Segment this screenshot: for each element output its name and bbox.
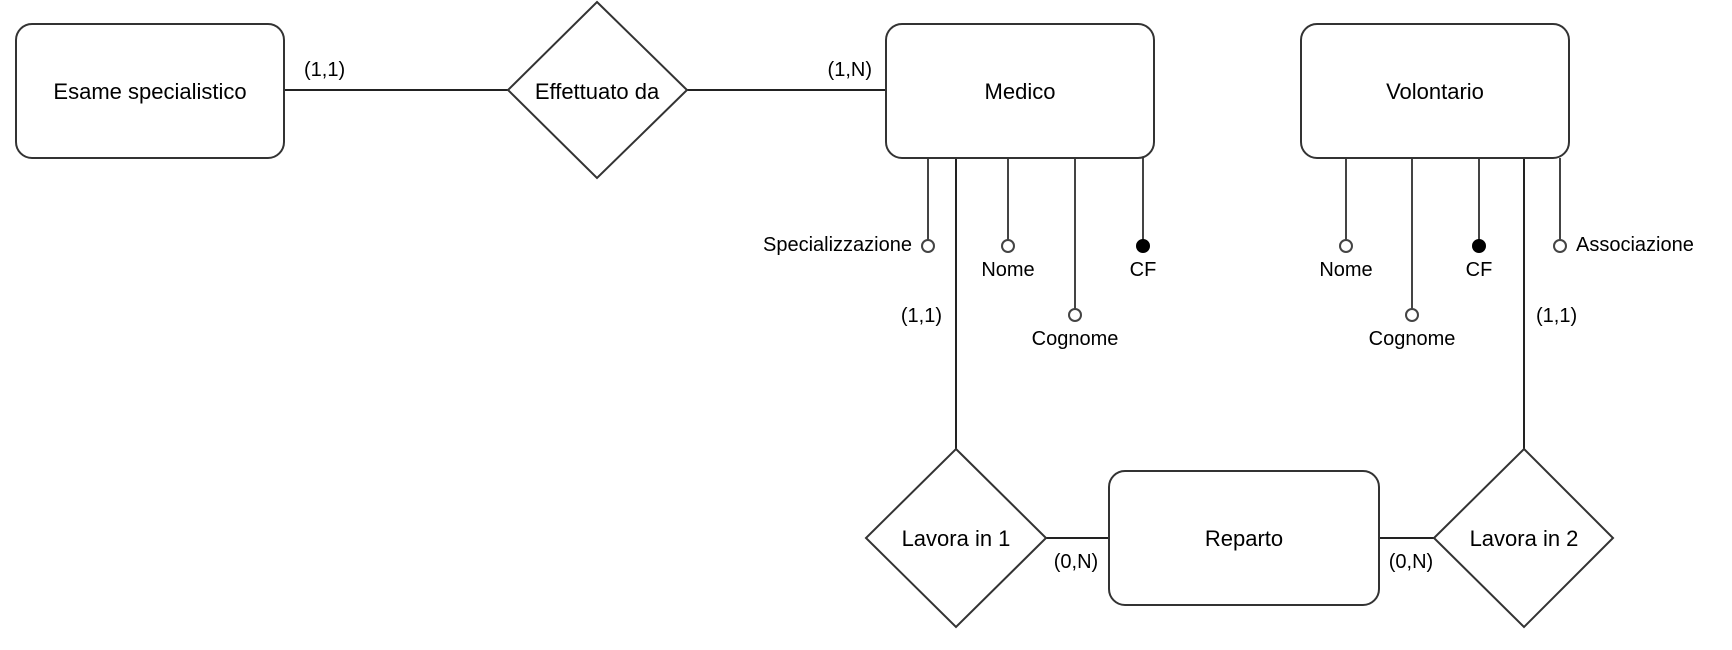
attr-marker-nome-medico [1001,239,1015,253]
relationship-label-effettuato: Effettuato da [535,79,660,104]
relationship-label-lavora2: Lavora in 2 [1470,526,1579,551]
attr-marker-specializzazione [921,239,935,253]
entity-label-volontario: Volontario [1386,79,1484,104]
relationship-label-lavora1: Lavora in 1 [902,526,1011,551]
key-marker-cf-medico [1136,239,1150,253]
attr-label-specializzazione: Specializzazione [763,234,912,256]
attr-marker-nome-volontario [1339,239,1353,253]
entity-label-medico: Medico [985,79,1056,104]
entity-reparto[interactable] [1108,470,1380,606]
cardinality-medico-effettuato: (1,N) [828,59,872,81]
cardinality-volontario-lavora2: (1,1) [1536,305,1577,327]
attr-marker-cognome-volontario [1405,308,1419,322]
attr-label-cf-medico: CF [1130,259,1157,281]
attr-marker-associazione [1553,239,1567,253]
entity-medico[interactable] [885,23,1155,159]
key-marker-cf-volontario [1472,239,1486,253]
entity-esame-specialistico[interactable] [15,23,285,159]
attr-label-nome-medico: Nome [981,259,1034,281]
attr-label-cf-volontario: CF [1466,259,1493,281]
cardinality-medico-lavora1: (1,1) [901,305,942,327]
attr-label-cognome-medico: Cognome [1032,328,1119,350]
entity-label-esame: Esame specialistico [53,79,246,104]
cardinality-esame-effettuato: (1,1) [304,59,345,81]
attr-marker-cognome-medico [1068,308,1082,322]
entity-label-reparto: Reparto [1205,526,1283,551]
relationship-lavora-in-1[interactable] [864,447,1048,629]
cardinality-reparto-lavora1: (0,N) [1054,551,1098,573]
attr-label-associazione: Associazione [1576,234,1694,256]
attr-label-cognome-volontario: Cognome [1369,328,1456,350]
entity-volontario[interactable] [1300,23,1570,159]
attr-label-nome-volontario: Nome [1319,259,1372,281]
relationship-effettuato-da[interactable] [506,0,689,180]
relationship-lavora-in-2[interactable] [1432,447,1615,629]
cardinality-reparto-lavora2: (0,N) [1389,551,1433,573]
